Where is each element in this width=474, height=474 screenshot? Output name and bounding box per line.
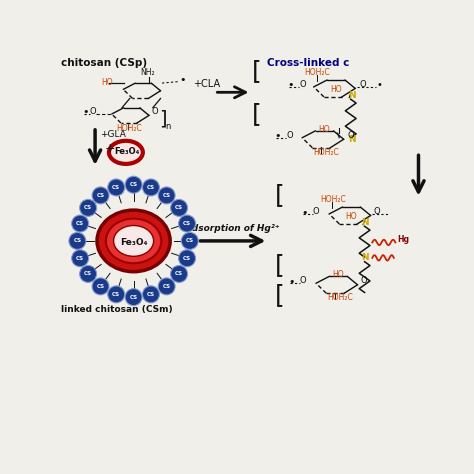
Text: HOH₂C: HOH₂C <box>327 293 353 302</box>
Text: N: N <box>347 136 356 145</box>
Text: CS: CS <box>186 238 194 244</box>
Circle shape <box>125 176 142 193</box>
Circle shape <box>92 278 109 295</box>
Text: •: • <box>288 277 295 287</box>
Ellipse shape <box>109 141 143 164</box>
Circle shape <box>72 215 89 232</box>
Text: •: • <box>376 81 382 91</box>
Text: •: • <box>82 108 89 118</box>
Text: N: N <box>362 218 369 227</box>
Text: CS: CS <box>76 256 84 261</box>
Circle shape <box>108 286 125 303</box>
Text: CS: CS <box>147 185 155 190</box>
Text: NH₂: NH₂ <box>140 68 155 77</box>
Circle shape <box>125 289 142 306</box>
Ellipse shape <box>97 210 170 272</box>
Text: HO: HO <box>101 78 113 87</box>
Text: CS: CS <box>112 292 120 297</box>
Text: CS: CS <box>175 205 183 210</box>
Text: •: • <box>288 81 294 91</box>
Circle shape <box>80 265 97 283</box>
Text: CS: CS <box>129 295 137 300</box>
Text: Cross-linked c: Cross-linked c <box>267 58 349 68</box>
Circle shape <box>69 232 86 249</box>
Circle shape <box>171 200 188 216</box>
Text: O: O <box>151 107 158 116</box>
Text: CS: CS <box>129 182 137 187</box>
Text: Hg: Hg <box>397 236 409 245</box>
Text: +CLA: +CLA <box>193 79 220 89</box>
Text: [: [ <box>251 102 261 127</box>
Text: chitosan (CSp): chitosan (CSp) <box>61 58 147 68</box>
Text: CS: CS <box>183 256 191 261</box>
Text: CS: CS <box>147 292 155 297</box>
Text: ]: ] <box>159 109 166 128</box>
Text: HO: HO <box>346 211 357 220</box>
Text: •: • <box>180 75 186 85</box>
Text: •: • <box>274 131 281 141</box>
Circle shape <box>171 265 188 283</box>
Text: O: O <box>286 131 292 140</box>
Text: [: [ <box>274 283 284 308</box>
Circle shape <box>92 187 109 204</box>
Text: O: O <box>299 80 306 89</box>
Circle shape <box>179 215 195 232</box>
Text: N: N <box>347 91 356 100</box>
Text: O: O <box>90 107 96 116</box>
Text: HO: HO <box>330 84 342 93</box>
Text: Fe₃O₄: Fe₃O₄ <box>120 238 148 247</box>
Ellipse shape <box>114 226 154 256</box>
Text: HO: HO <box>332 270 344 279</box>
Text: HOH₂C: HOH₂C <box>116 124 142 133</box>
Text: +GLA: +GLA <box>100 130 127 139</box>
Circle shape <box>182 232 198 249</box>
Circle shape <box>158 187 175 204</box>
Text: +: + <box>104 142 115 155</box>
Text: n: n <box>165 122 171 131</box>
Text: CS: CS <box>112 185 120 190</box>
Text: N: N <box>362 253 369 262</box>
Text: [: [ <box>251 59 261 82</box>
Text: CS: CS <box>97 284 105 289</box>
Text: CS: CS <box>84 205 92 210</box>
Text: linked chitosan (CSm): linked chitosan (CSm) <box>61 305 173 314</box>
Text: O: O <box>300 276 307 285</box>
Text: O: O <box>347 131 354 140</box>
Circle shape <box>143 286 159 303</box>
Text: Adsorption of Hg²⁺: Adsorption of Hg²⁺ <box>186 224 280 233</box>
Text: O: O <box>313 207 319 216</box>
Text: HOH₂C: HOH₂C <box>313 148 339 157</box>
Circle shape <box>108 179 125 196</box>
Text: CS: CS <box>76 221 84 226</box>
Text: CS: CS <box>163 284 171 289</box>
Text: [: [ <box>274 253 284 277</box>
Text: CS: CS <box>84 272 92 276</box>
Circle shape <box>179 250 195 267</box>
Circle shape <box>72 250 89 267</box>
Text: O: O <box>361 276 367 285</box>
Circle shape <box>158 278 175 295</box>
Text: O: O <box>374 207 381 216</box>
Text: HOH₂C: HOH₂C <box>304 68 330 77</box>
Text: CS: CS <box>175 272 183 276</box>
Circle shape <box>80 200 97 216</box>
Text: CS: CS <box>183 221 191 226</box>
Text: [: [ <box>274 183 284 208</box>
Text: O: O <box>360 80 366 89</box>
Text: CS: CS <box>97 193 105 198</box>
Text: Fe₃O₄: Fe₃O₄ <box>114 147 140 156</box>
Ellipse shape <box>106 219 161 263</box>
Text: •: • <box>301 208 308 218</box>
Text: CS: CS <box>73 238 82 244</box>
Text: HOH₂C: HOH₂C <box>320 195 346 204</box>
Circle shape <box>143 179 159 196</box>
Text: CS: CS <box>163 193 171 198</box>
Text: HO: HO <box>319 125 330 134</box>
